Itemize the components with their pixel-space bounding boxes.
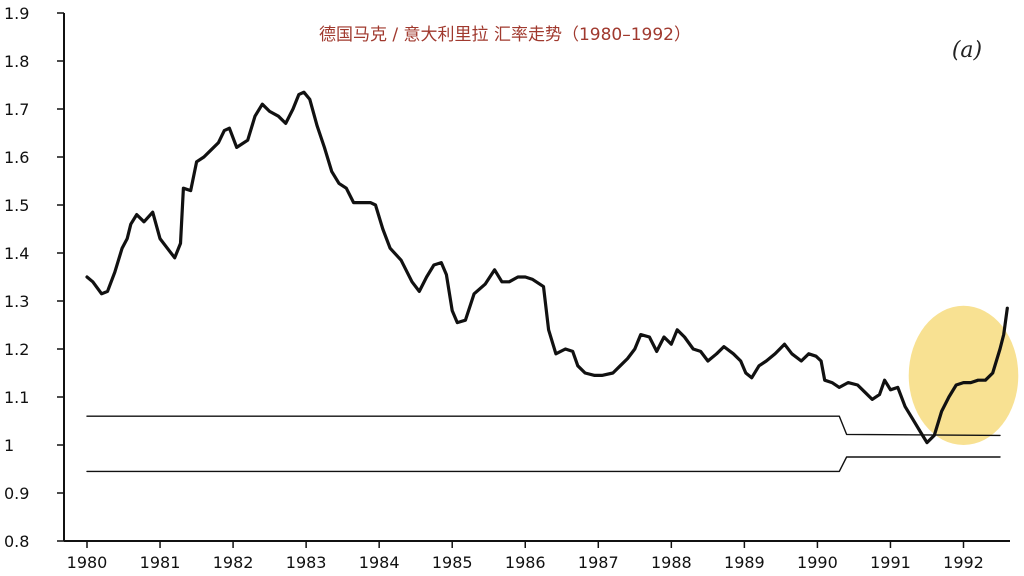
- y-tick-label: 1.5: [4, 196, 29, 215]
- series-group: [85, 90, 1009, 473]
- y-tick-label: 0.8: [4, 532, 29, 551]
- y-tick-label: 1.2: [4, 340, 29, 359]
- x-tick-label: 1984: [359, 553, 400, 572]
- x-tick-label: 1983: [286, 553, 327, 572]
- x-tick-label: 1981: [140, 553, 181, 572]
- highlight-ellipse: [908, 305, 1019, 445]
- y-tick-label: 1: [4, 436, 14, 455]
- x-tick-label: 1992: [943, 553, 984, 572]
- x-ticks: 1980 1981 1982 1983 1984 1985 1986 1987 1988 1989…: [67, 541, 984, 572]
- y-tick-label: 1.1: [4, 388, 29, 407]
- x-tick-label: 1991: [870, 553, 911, 572]
- chart-title: 德国马克 / 意大利里拉 汇率走势（1980–1992）: [319, 25, 691, 45]
- y-tick-label: 1.4: [4, 244, 29, 263]
- y-tick-label: 1.9: [4, 4, 29, 23]
- band-lower-line: [86, 456, 1001, 473]
- x-tick-label: 1990: [797, 553, 838, 572]
- y-tick-label: 0.9: [4, 484, 29, 503]
- x-tick-label: 1986: [505, 553, 546, 572]
- band-upper-line: [86, 415, 1001, 437]
- y-ticks: 0.8 0.9 1 1.1 1.2 1.3 1.4 1.5 1.6 1.7 1.8 1.9: [4, 4, 64, 551]
- x-tick-label: 1989: [724, 553, 765, 572]
- y-tick-label: 1.6: [4, 148, 29, 167]
- panel-label: (a): [952, 38, 982, 63]
- y-tick-label: 1.3: [4, 292, 29, 311]
- x-tick-label: 1988: [651, 553, 692, 572]
- x-tick-label: 1985: [432, 553, 473, 572]
- x-tick-label: 1980: [67, 553, 108, 572]
- exchange-rate-line: [85, 90, 1009, 445]
- y-tick-label: 1.7: [4, 100, 29, 119]
- y-tick-label: 1.8: [4, 52, 29, 71]
- x-tick-label: 1987: [578, 553, 619, 572]
- x-tick-label: 1982: [213, 553, 254, 572]
